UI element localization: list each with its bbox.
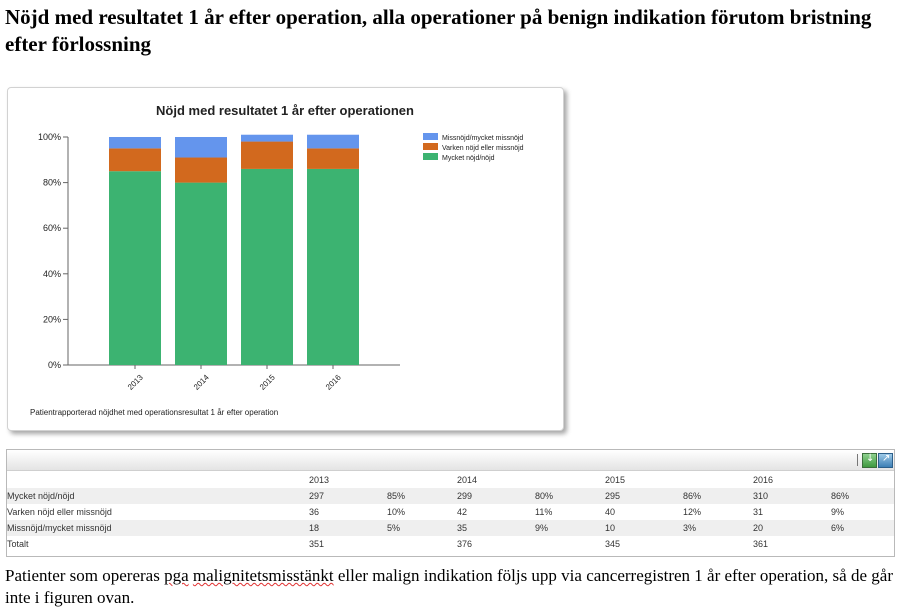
- bar-segment: [109, 171, 161, 365]
- table-cell: 297: [309, 488, 387, 504]
- table-cell: 310: [753, 488, 831, 504]
- table-row-label: Totalt: [7, 539, 29, 549]
- stacked-bar-chart: Nöjd med resultatet 1 år efter operation…: [30, 103, 524, 417]
- chart-footnote: Patientrapporterad nöjdhet med operation…: [30, 408, 278, 417]
- bar-segment: [241, 134, 293, 142]
- table-row: Totalt 351 376 345 361: [7, 536, 894, 552]
- table-cell: 5%: [387, 520, 457, 536]
- table-row: Missnöjd/mycket missnöjd 18 5% 35 9% 10 3% 20 6%: [7, 520, 894, 536]
- x-tick-label: 2015: [258, 372, 277, 391]
- y-tick-label: 0%: [48, 360, 61, 370]
- legend-label: Varken nöjd eller missnöjd: [442, 145, 524, 152]
- bar-segment: [175, 182, 227, 365]
- table-column-header: 2013: [309, 475, 330, 485]
- table-cell: [387, 536, 457, 552]
- table-header-spacer: [831, 472, 894, 488]
- table-column-header: 2014: [457, 475, 478, 485]
- legend-swatch: [423, 143, 438, 150]
- table-cell: 351: [309, 539, 325, 549]
- table-cell: 86%: [831, 488, 894, 504]
- footer-text-part: Patienter som opereras: [5, 566, 165, 585]
- table-column-header: 2015: [605, 475, 626, 485]
- table-cell: 80%: [535, 488, 605, 504]
- footer-text-part: eller malign indikation följs upp via ca…: [5, 566, 893, 607]
- y-tick-label: 100%: [38, 132, 61, 142]
- table-toolbar: ↓ ↗: [7, 450, 894, 471]
- legend-swatch: [423, 153, 438, 160]
- table-row-label: Missnöjd/mycket missnöjd: [7, 520, 309, 536]
- page-title: Nöjd med resultatet 1 år efter operation…: [5, 5, 872, 56]
- table-header-row: 2013 2014 2015 2016: [7, 472, 894, 488]
- y-tick-label: 60%: [43, 223, 61, 233]
- y-tick-label: 20%: [43, 314, 61, 324]
- data-table-panel: ↓ ↗ 2013 2014 2015 2016 Mycket nöjd/nöjd 297 8…: [6, 449, 895, 557]
- chart-plot-area: 0% 20% 40% 60% 80% 100% 2013 2014 2015 2016: [38, 132, 400, 392]
- table-row: Mycket nöjd/nöjd 297 85% 299 80% 295 86% 310 86%: [7, 488, 894, 504]
- table-cell: 11%: [535, 507, 553, 517]
- table-cell: 86%: [683, 488, 753, 504]
- chart-title: Nöjd med resultatet 1 år efter operation…: [156, 103, 414, 118]
- y-tick-label: 80%: [43, 178, 61, 188]
- bar-segment: [109, 148, 161, 172]
- chart-card: Nöjd med resultatet 1 år efter operation…: [7, 87, 564, 431]
- bar-segment: [241, 168, 293, 365]
- table-cell: [831, 536, 894, 552]
- legend-swatch: [423, 133, 438, 140]
- table-row-label: Varken nöjd eller missnöjd: [7, 507, 112, 517]
- bar-segment: [175, 157, 227, 183]
- y-tick-label: 40%: [43, 269, 61, 279]
- toolbar-separator: [857, 454, 858, 466]
- table-cell: [535, 536, 605, 552]
- table-cell: 85%: [387, 488, 457, 504]
- table-cell: 42: [457, 507, 468, 517]
- legend-label: Missnöjd/mycket missnöjd: [442, 135, 523, 142]
- excel-export-icon[interactable]: ↓: [862, 453, 877, 468]
- bar-segment: [241, 141, 293, 169]
- stats-table: 2013 2014 2015 2016 Mycket nöjd/nöjd 297 85% 29…: [7, 472, 894, 552]
- table-header-spacer: [387, 472, 457, 488]
- table-cell: 299: [457, 488, 535, 504]
- table-row-label: Mycket nöjd/nöjd: [7, 488, 309, 504]
- bar-segment: [175, 137, 227, 158]
- footer-text-flagged-word: malignitetsmisstänkt: [192, 566, 334, 585]
- table-row: Varken nöjd eller missnöjd 36 10% 42 11% 40 12…: [7, 504, 894, 520]
- bar-segment: [307, 134, 359, 149]
- table-cell: 6%: [831, 520, 894, 536]
- table-column-header: 2016: [753, 475, 774, 485]
- table-corner-cell: [7, 472, 309, 488]
- table-cell: 295: [605, 488, 683, 504]
- footer-text-flagged-word: pga: [164, 566, 189, 585]
- table-header-spacer: [683, 472, 753, 488]
- table-cell: 18: [309, 520, 387, 536]
- table-cell: 35: [457, 520, 535, 536]
- table-cell: 345: [605, 539, 621, 549]
- x-tick-label: 2014: [192, 372, 211, 391]
- legend-label: Mycket nöjd/nöjd: [442, 155, 495, 162]
- table-cell: 10%: [387, 507, 406, 517]
- bar-segment: [307, 148, 359, 169]
- table-cell: 20: [753, 520, 831, 536]
- table-cell: 40: [605, 507, 616, 517]
- x-tick-label: 2016: [324, 372, 343, 391]
- table-header-spacer: [535, 472, 605, 488]
- table-cell: 9%: [831, 507, 845, 517]
- table-cell: 36: [309, 507, 320, 517]
- export-icon[interactable]: ↗: [878, 453, 893, 468]
- table-cell: 10: [605, 520, 683, 536]
- table-cell: 9%: [535, 520, 605, 536]
- x-tick-label: 2013: [126, 372, 145, 391]
- table-cell: 12%: [683, 507, 702, 517]
- footer-note: Patienter som opereras pga malignitetsmi…: [5, 565, 895, 609]
- table-cell: [683, 536, 753, 552]
- table-cell: 376: [457, 539, 473, 549]
- table-cell: 361: [753, 539, 769, 549]
- table-cell: 31: [753, 507, 764, 517]
- table-cell: 3%: [683, 520, 753, 536]
- bar-segment: [109, 137, 161, 149]
- bar-segment: [307, 168, 359, 365]
- chart-legend: Missnöjd/mycket missnöjd Varken nöjd elle…: [423, 133, 524, 162]
